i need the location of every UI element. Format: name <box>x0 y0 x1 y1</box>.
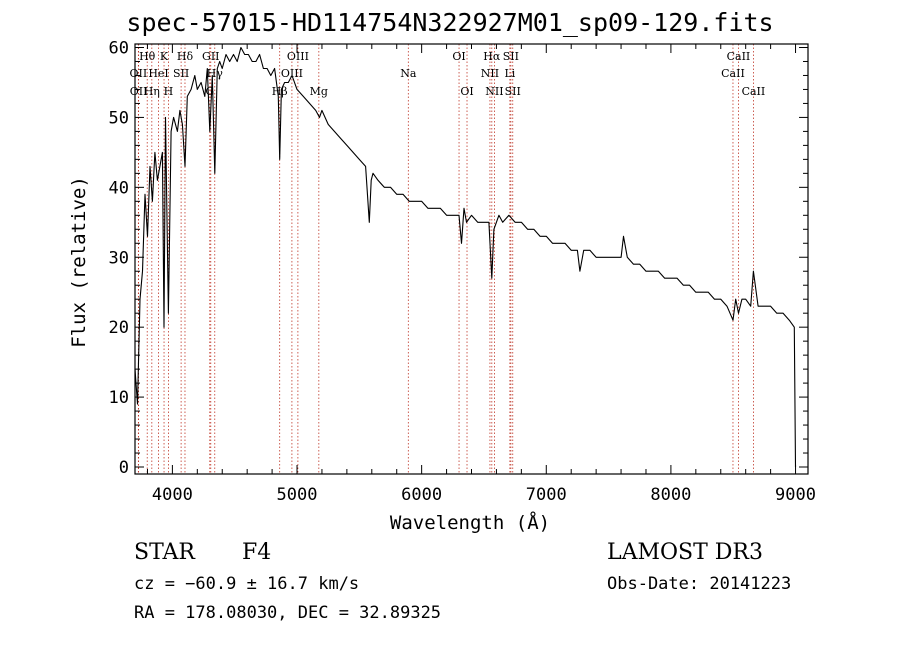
line-label: OIII <box>287 50 309 63</box>
line-label: G <box>205 85 214 98</box>
y-axis-ticks: 0 10 20 30 40 50 60 <box>109 38 808 478</box>
plot-frame <box>134 43 809 475</box>
line-label: OI <box>452 50 465 63</box>
spectral-line-markers <box>137 44 754 474</box>
object-type: STAR <box>134 540 195 565</box>
x-tick-label: 5000 <box>277 485 318 505</box>
survey-name: LAMOST DR3 <box>607 540 763 565</box>
x-axis-ticks: 4000 5000 6000 7000 8000 9000 <box>146 44 816 505</box>
x-tick-label: 7000 <box>526 485 567 505</box>
line-label: Hα <box>483 50 501 63</box>
y-tick-label: 30 <box>109 248 129 268</box>
line-label: Hη <box>144 85 160 98</box>
chart-title: spec-57015-HD114754N322927M01_sp09-129.f… <box>126 8 774 37</box>
line-label: CaII <box>727 50 751 63</box>
line-label: Mg <box>310 85 328 98</box>
y-tick-label: 20 <box>109 318 129 338</box>
line-label: Hβ <box>272 85 288 98</box>
line-label: NII <box>485 85 503 98</box>
line-label: Li <box>504 67 515 80</box>
y-axis-label: Flux (relative) <box>68 176 90 348</box>
flux-line <box>134 46 797 468</box>
line-label: CaII <box>721 67 745 80</box>
line-label: CaII <box>742 85 766 98</box>
x-tick-label: 9000 <box>775 485 816 505</box>
flux-series <box>134 46 797 468</box>
line-label: OII <box>130 85 148 98</box>
observation-date: Obs-Date: 20141223 <box>607 574 792 594</box>
line-label: OII <box>130 67 148 80</box>
y-tick-label: 10 <box>109 388 129 408</box>
line-label: SII <box>173 67 189 80</box>
line-label: OI <box>460 85 473 98</box>
line-label: Na <box>400 67 417 80</box>
x-tick-label: 8000 <box>650 485 691 505</box>
redshift-cz: cz = −60.9 ± 16.7 km/s <box>134 574 360 594</box>
y-tick-label: 40 <box>109 178 129 198</box>
line-label: Hθ <box>139 50 156 63</box>
y-tick-label: 60 <box>109 38 129 58</box>
y-tick-label: 50 <box>109 108 129 128</box>
coordinates: RA = 178.08030, DEC = 32.89325 <box>134 603 442 623</box>
line-label: K <box>160 50 169 63</box>
line-label: H <box>164 85 174 98</box>
x-tick-label: 4000 <box>152 485 193 505</box>
line-label: GII <box>202 50 219 63</box>
line-label: Hγ <box>207 67 224 80</box>
x-tick-label: 6000 <box>401 485 442 505</box>
line-label: HeI <box>148 67 168 80</box>
line-label: OIII <box>281 67 303 80</box>
spectral-subclass: F4 <box>242 540 272 565</box>
line-label: SII <box>505 85 521 98</box>
x-axis-label: Wavelength (Å) <box>390 511 550 534</box>
line-label: Hδ <box>177 50 194 63</box>
line-label: SII <box>503 50 519 63</box>
line-label: NII <box>481 67 499 80</box>
y-tick-label: 0 <box>119 458 129 478</box>
